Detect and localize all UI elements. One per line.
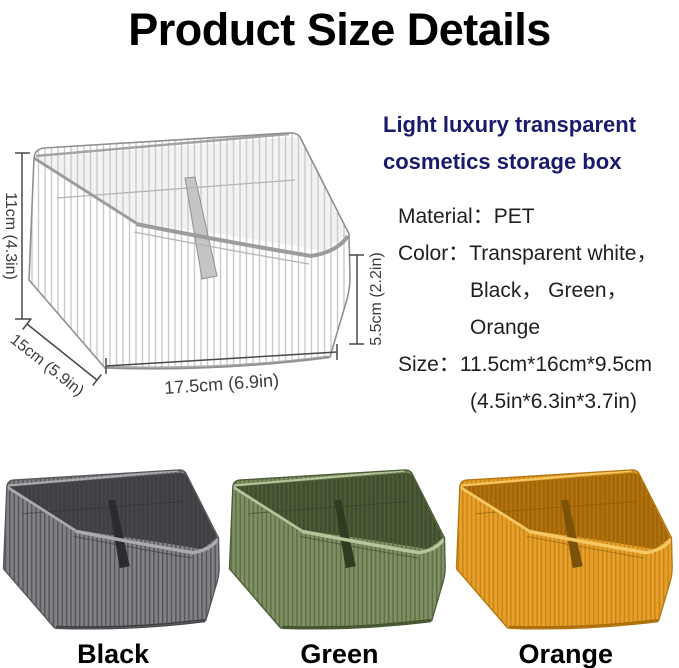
dim-height-label: 11cm (4.3in)	[2, 192, 19, 280]
dim-height: 11cm (4.3in)	[2, 152, 30, 320]
storage-box-graphic	[2, 469, 220, 630]
storage-box-image	[455, 469, 673, 630]
dim-width-label: 17.5cm (6.9in)	[163, 370, 279, 398]
spec-line: Black， Green，	[383, 272, 675, 309]
divider	[334, 499, 357, 569]
product-info-panel: Light luxury transparent cosmetics stora…	[383, 106, 675, 420]
storage-box-image	[229, 469, 447, 630]
spec-line: Material：PET	[383, 198, 675, 235]
spec-line: (4.5in*6.3in*3.7in)	[383, 383, 675, 420]
color-variants-row: Black Green Orange	[0, 468, 679, 668]
size-diagram: 11cm (4.3in) 15cm (5.9in) 17.5cm (6.9in)	[2, 132, 385, 400]
spec-line: Orange	[383, 309, 675, 346]
spec-value: Black， Green，	[470, 279, 628, 302]
rib-texture	[31, 132, 350, 369]
divider	[108, 499, 130, 569]
spec-value: Orange	[470, 316, 541, 339]
page-title: Product Size Details	[128, 4, 551, 55]
spec-value: (4.5in*6.3in*3.7in)	[470, 390, 637, 413]
storage-box-graphic	[229, 469, 447, 630]
storage-box-graphic	[28, 132, 351, 370]
storage-box-image	[2, 469, 220, 630]
product-color-label: Orange	[518, 639, 613, 668]
product-color-label: Green	[300, 639, 379, 668]
product-color-label: Black	[77, 639, 150, 668]
clear-storage-box-drawing	[28, 132, 351, 370]
divider	[561, 499, 583, 569]
storage-box-graphic	[455, 469, 673, 630]
spec-value: 11.5cm*16cm*9.5cm	[459, 353, 653, 376]
spec-label: Material：	[398, 205, 494, 228]
spec-value: Transparent white，	[469, 242, 658, 265]
dim-front-height-label: 5.5cm (2.2in)	[368, 252, 385, 345]
spec-line: Color：Transparent white，	[383, 235, 675, 272]
spec-list: Material：PET Color：Transparent white， Bl…	[383, 198, 675, 420]
dim-front-height: 5.5cm (2.2in)	[349, 252, 385, 346]
spec-line: Size：11.5cm*16cm*9.5cm	[383, 346, 675, 383]
product-variant-orange: Orange	[453, 468, 679, 668]
spec-label: Color：	[398, 242, 470, 265]
product-heading: Light luxury transparent cosmetics stora…	[383, 112, 637, 174]
divider	[184, 176, 218, 280]
spec-label: Size：	[398, 353, 460, 376]
spec-value: PET	[493, 205, 535, 228]
product-variant-black: Black	[0, 468, 226, 668]
product-variant-green: Green	[226, 468, 452, 668]
dim-depth-label: 15cm (5.9in)	[7, 331, 87, 400]
